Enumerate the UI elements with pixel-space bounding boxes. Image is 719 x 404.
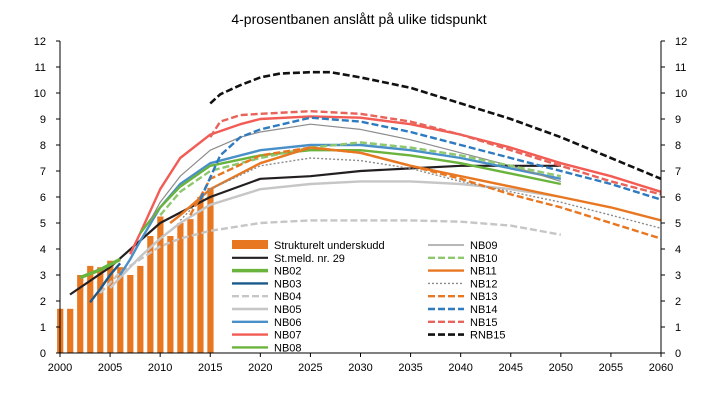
y-tick-label-right-3: 3 [675,270,681,282]
legend-label-nb07: NB07 [274,330,302,342]
series-line-nb13 [189,146,662,240]
y-tick-label-left-7: 7 [40,166,46,178]
legend-swatch-strukturelt-underskudd [232,240,268,249]
x-tick-label-2020: 2020 [248,362,272,374]
series-line-nb05 [109,180,562,289]
y-tick-label-right-8: 8 [675,140,681,152]
legend-label-nb08: NB08 [274,342,302,354]
y-tick-label-right-6: 6 [675,192,681,204]
series-line-nb12 [179,157,662,229]
x-tick-label-2000: 2000 [48,362,72,374]
bar-2008 [137,265,144,353]
y-tick-label-right-4: 4 [675,244,681,256]
legend-label-strukturelt-underskudd: Strukturelt underskudd [274,240,385,252]
bar-2014 [197,197,204,353]
legend-label-nb11: NB11 [470,266,497,278]
bar-2005 [107,260,114,353]
legend-label-st-meld-nr-29: St.meld. nr. 29 [274,253,345,265]
x-tick-label-2045: 2045 [499,362,523,374]
y-tick-label-left-0: 0 [40,348,46,360]
series-line-nb08 [139,148,562,235]
legend-label-nb03: NB03 [274,278,302,290]
bar-2013 [187,219,194,353]
bar-2003 [87,265,94,353]
legend-label-nb13: NB13 [470,291,498,303]
bar-2009 [147,236,154,353]
legend-label-nb15: NB15 [470,317,498,329]
series-line-rnb15 [209,70,662,181]
lines-layer [69,70,662,304]
legend-label-nb09: NB09 [470,240,498,252]
y-tick-label-right-10: 10 [675,88,687,100]
x-tick-label-2025: 2025 [298,362,322,374]
x-tick-label-2005: 2005 [98,362,122,374]
legend-label-nb04: NB04 [274,291,302,303]
y-tick-label-left-2: 2 [40,296,46,308]
bars-layer [57,187,214,353]
bar-2010 [157,216,164,353]
y-tick-label-left-12: 12 [34,36,46,48]
x-tick-label-2050: 2050 [549,362,573,374]
chart-title: 4-prosentbanen anslått på ulike tidspunk… [231,11,486,27]
series-line-nb10 [159,141,562,216]
y-tick-label-left-3: 3 [40,270,46,282]
y-tick-label-right-9: 9 [675,114,681,126]
legend-label-nb14: NB14 [470,304,498,316]
bar-2002 [77,275,84,353]
series-line-nb03 [89,262,122,304]
y-tick-label-right-0: 0 [675,348,681,360]
y-tick-label-right-2: 2 [675,296,681,308]
bar-2011 [167,236,174,353]
y-tick-label-right-5: 5 [675,218,681,230]
legend-label-nb12: NB12 [470,278,498,290]
legend-label-nb02: NB02 [274,266,302,278]
bar-2006 [117,267,124,353]
series-line-nb02 [79,257,121,280]
y-tick-label-right-1: 1 [675,322,681,334]
y-tick-label-left-4: 4 [40,244,46,256]
legend-label-nb05: NB05 [274,304,302,316]
series-line-nb15 [209,109,662,196]
bar-2015 [207,187,214,353]
y-tick-label-left-10: 10 [34,88,46,100]
series-line-nb06 [119,143,562,276]
y-tick-label-left-1: 1 [40,322,46,334]
x-tick-label-2060: 2060 [649,362,673,374]
x-tick-label-2035: 2035 [398,362,422,374]
y-tick-label-left-6: 6 [40,192,46,204]
x-tick-label-2055: 2055 [599,362,623,374]
bar-2004 [97,267,104,353]
legend-label-nb06: NB06 [274,317,302,329]
x-tick-label-2015: 2015 [198,362,222,374]
x-tick-label-2030: 2030 [348,362,372,374]
series-line-nb09 [149,123,562,221]
series-line-nb14 [199,116,662,201]
y-tick-label-left-11: 11 [35,62,46,74]
legend-label-nb10: NB10 [470,253,498,265]
y-tick-label-left-9: 9 [40,114,46,126]
x-tick-label-2040: 2040 [448,362,472,374]
y-tick-label-right-7: 7 [675,166,681,178]
y-tick-label-left-8: 8 [40,140,46,152]
series-line-nb07 [129,115,662,255]
legend-label-rnb15: RNB15 [470,330,505,342]
bar-2001 [67,308,74,353]
x-tick-label-2010: 2010 [148,362,172,374]
y-tick-label-left-5: 5 [40,218,46,230]
y-tick-label-right-12: 12 [675,36,687,48]
bar-2012 [177,223,184,353]
y-tick-label-right-11: 11 [675,62,686,74]
bar-2007 [127,275,134,353]
